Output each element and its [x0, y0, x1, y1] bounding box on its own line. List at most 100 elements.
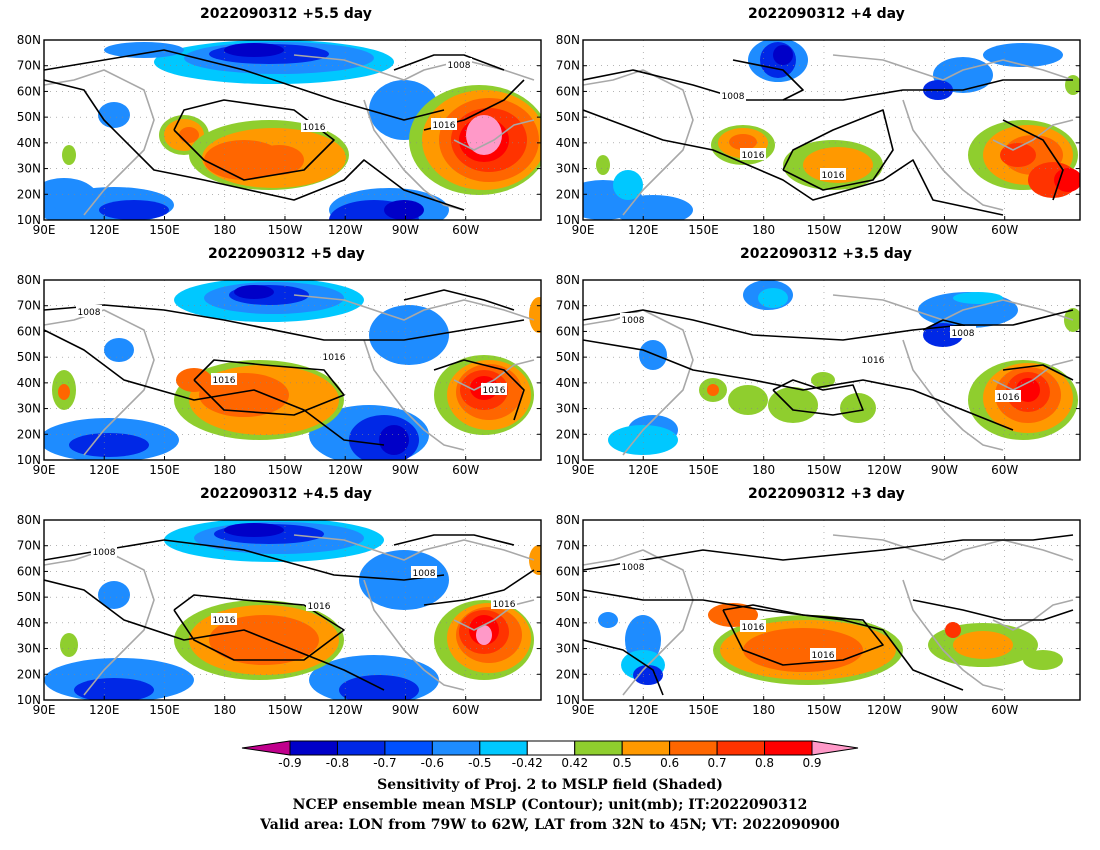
coastline [44, 69, 155, 216]
lat-tick-label: 50N [556, 590, 580, 604]
colorbar-triangle [241, 740, 291, 756]
figure-caption-valid-area: Valid area: LON from 79W to 62W, LAT fro… [260, 817, 840, 833]
colorbar-swatch [574, 740, 623, 756]
coastline [293, 294, 535, 321]
coastline [832, 54, 1074, 81]
lon-tick-label: 90W [931, 703, 958, 717]
lat-tick-label: 30N [17, 162, 41, 176]
lon-tick-label: 180 [213, 223, 236, 237]
figure-caption-contour: NCEP ensemble mean MSLP (Contour); unit(… [292, 797, 808, 813]
lat-tick-label: 30N [556, 402, 580, 416]
mslp-contour [44, 79, 465, 211]
contour-label: 1016 [862, 356, 885, 366]
lon-tick-label: 150E [688, 703, 719, 717]
colorbar-swatch [526, 740, 576, 756]
panel-title: 2022090312 +3.5 day [740, 246, 912, 262]
lat-tick-label: 40N [17, 136, 41, 150]
map-panel: 1008 1016 1016 10N 20N 30N 40N 50N 60N 70N 80N 90E 1… [17, 33, 542, 237]
lon-tick-label: 90W [931, 223, 958, 237]
lat-tick-label: 10N [17, 213, 41, 227]
mslp-contour [583, 69, 1073, 101]
mslp-contour [44, 579, 385, 691]
lon-tick-label: 150W [268, 463, 303, 477]
coastline [363, 339, 465, 451]
contour-label: 1016 [742, 151, 765, 161]
lon-tick-label: 90E [572, 463, 595, 477]
panel-frame [582, 519, 1081, 701]
colorbar-swatch [479, 740, 528, 756]
lon-tick-label: 90E [572, 223, 595, 237]
lat-tick-label: 70N [17, 539, 41, 553]
lon-tick-label: 60W [991, 703, 1018, 717]
contour-label: 1016 [213, 376, 236, 386]
colorbar-label: -0.6 [421, 756, 444, 770]
mslp-contour [1002, 364, 1074, 381]
lon-tick-label: 120W [867, 223, 902, 237]
lat-tick-label: 60N [556, 564, 580, 578]
lat-tick-label: 40N [556, 616, 580, 630]
mslp-contour [44, 329, 385, 446]
lat-tick-label: 30N [556, 642, 580, 656]
mslp-contour [173, 99, 335, 181]
mslp-contour [583, 339, 1014, 431]
lon-tick-label: 180 [752, 703, 775, 717]
lat-tick-label: 70N [17, 299, 41, 313]
lat-tick-label: 60N [17, 84, 41, 98]
lon-tick-label: 90W [392, 223, 419, 237]
lat-tick-label: 40N [556, 136, 580, 150]
lon-tick-label: 90W [392, 463, 419, 477]
contour-label: 1008 [622, 563, 645, 573]
lat-tick-label: 20N [556, 667, 580, 681]
panel-title: 2022090312 +5 day [208, 246, 365, 262]
panel-frame [582, 279, 1081, 461]
lon-tick-label: 60W [452, 223, 479, 237]
coastline [992, 359, 1074, 391]
sensitivity-shading: 1008 1016 1016 1016 [44, 280, 541, 460]
panel-frame [43, 519, 542, 701]
lat-tick-label: 80N [17, 513, 41, 527]
colorbar-swatch [289, 740, 338, 756]
colorbar-label: 0.5 [613, 756, 632, 770]
lat-tick-label: 10N [17, 453, 41, 467]
lon-tick-label: 120E [89, 463, 120, 477]
lat-tick-label: 80N [556, 273, 580, 287]
lon-tick-label: 120W [867, 703, 902, 717]
lon-tick-label: 90E [572, 703, 595, 717]
lat-tick-label: 30N [17, 402, 41, 416]
colorbar-label: -0.7 [373, 756, 396, 770]
coastline [902, 99, 1004, 211]
colorbar-swatch [431, 740, 481, 756]
sensitivity-shading: 1008 1016 1016 [583, 520, 1080, 700]
coastline [44, 549, 155, 696]
coastline [902, 579, 1004, 691]
lat-tick-label: 70N [17, 59, 41, 73]
contour-label: 1008 [722, 92, 745, 102]
colorbar-label: 0.6 [660, 756, 679, 770]
lat-tick-label: 40N [17, 616, 41, 630]
colorbar-swatch [716, 740, 766, 756]
lon-tick-label: 60W [991, 463, 1018, 477]
contour-label: 1008 [78, 308, 101, 318]
mslp-contour [423, 569, 535, 606]
coastline [453, 599, 535, 631]
colorbar-swatch [669, 740, 718, 756]
colorbar-label: -0.9 [278, 756, 301, 770]
lat-tick-label: 70N [556, 539, 580, 553]
coastline [453, 359, 535, 391]
colorbar-label: -0.42 [512, 756, 543, 770]
lon-tick-label: 150E [149, 463, 180, 477]
lat-tick-label: 70N [556, 299, 580, 313]
lon-tick-label: 150E [688, 463, 719, 477]
mslp-contour [44, 49, 445, 121]
mslp-contour [583, 309, 1074, 341]
sensitivity-shading: 1008 1008 1016 1016 1016 [44, 520, 541, 700]
panel-title: 2022090312 +3 day [748, 486, 905, 502]
lat-tick-label: 10N [556, 213, 580, 227]
lat-tick-label: 80N [556, 513, 580, 527]
figure-caption-shading: Sensitivity of Proj. 2 to MSLP field (Sh… [377, 777, 723, 793]
colorbar-label: 0.7 [708, 756, 727, 770]
contour-label: 1008 [952, 329, 975, 339]
coastline [832, 534, 1074, 561]
contour-label: 1008 [93, 548, 116, 558]
